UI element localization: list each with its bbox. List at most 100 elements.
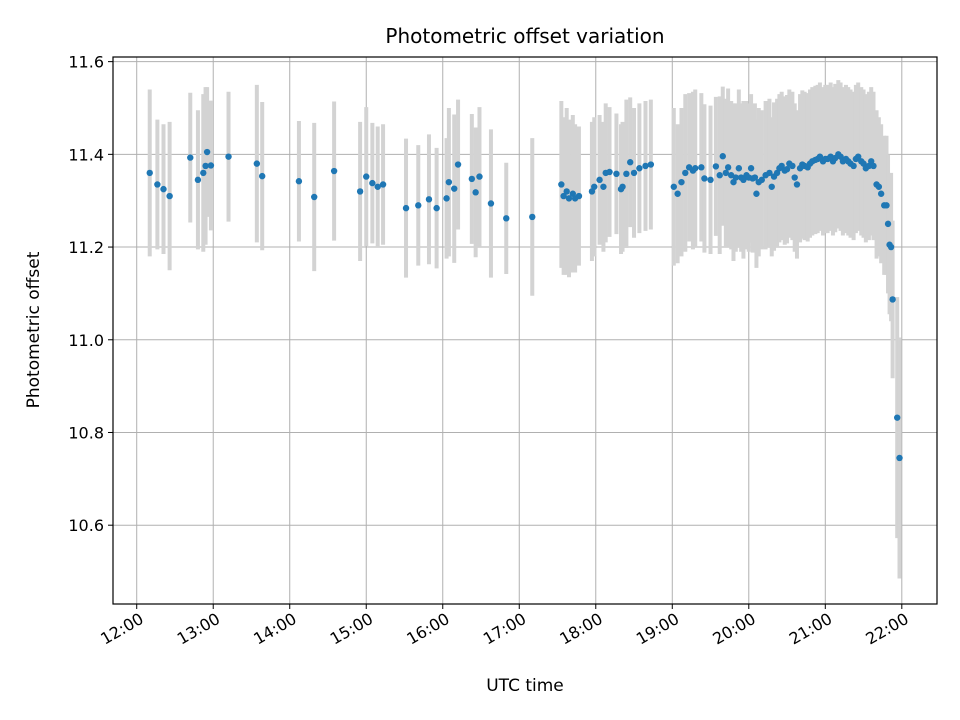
data-point (870, 162, 877, 170)
x-tick-label: 19:00 (633, 609, 682, 649)
data-point (758, 176, 765, 184)
x-tick-label: 12:00 (97, 609, 146, 649)
data-point (682, 169, 689, 177)
data-point (160, 185, 167, 193)
data-point (626, 159, 634, 166)
y-tick-label: 11.2 (68, 238, 104, 257)
data-point (707, 176, 714, 184)
data-point (793, 181, 801, 188)
x-tick-label: 13:00 (174, 609, 223, 649)
data-point (889, 296, 896, 303)
data-point (203, 148, 211, 156)
data-point (146, 169, 153, 177)
data-point (565, 195, 573, 202)
data-point (778, 162, 785, 170)
data-point (642, 162, 649, 170)
data-point (701, 175, 708, 182)
data-point (896, 454, 903, 462)
data-point (850, 162, 857, 170)
data-point (894, 414, 901, 421)
data-point (200, 169, 207, 177)
data-point (591, 183, 598, 190)
data-point (884, 220, 892, 228)
data-point (258, 172, 266, 180)
data-point (606, 168, 613, 176)
data-point (433, 204, 440, 212)
data-point (877, 190, 885, 197)
data-point (295, 178, 303, 185)
y-tick-label: 10.8 (68, 423, 104, 442)
data-point (154, 181, 161, 188)
data-point (207, 162, 215, 169)
data-point (883, 202, 890, 209)
data-point (630, 169, 638, 177)
data-point (356, 188, 364, 195)
data-point (698, 164, 705, 171)
data-point (623, 170, 630, 178)
data-point (187, 154, 194, 161)
x-ticks: 12:00 13:00 14:00 15:00 16:00 17:00 18:00 19:00… (97, 604, 912, 649)
data-point (722, 169, 730, 177)
data-points (146, 148, 903, 462)
x-tick-label: 18:00 (556, 609, 605, 649)
data-point (791, 174, 798, 181)
x-tick-label: 22:00 (862, 609, 911, 649)
data-point (768, 183, 775, 190)
data-point (225, 153, 232, 160)
x-tick-label: 15:00 (327, 609, 376, 649)
x-axis-label: UTC time (486, 676, 564, 696)
data-point (560, 192, 567, 200)
x-tick-label: 20:00 (709, 609, 758, 649)
data-point (369, 179, 376, 187)
data-point (402, 204, 410, 212)
data-point (712, 163, 720, 170)
data-point (816, 153, 824, 160)
data-point (789, 162, 796, 170)
data-point (451, 185, 458, 192)
x-tick-label: 14:00 (250, 609, 299, 649)
chart-title: Photometric offset variation (385, 24, 664, 48)
data-point (476, 173, 483, 180)
data-point (678, 178, 685, 186)
data-point (468, 175, 476, 183)
data-point (529, 213, 536, 221)
data-point (596, 176, 603, 184)
x-tick-label: 17:00 (480, 609, 529, 649)
data-point (166, 192, 173, 200)
data-point (487, 200, 495, 207)
y-ticks: 10.6 10.8 11.0 11.2 11.4 11.6 (68, 53, 113, 535)
data-point (740, 176, 747, 184)
data-point (619, 183, 626, 190)
data-point (674, 190, 681, 197)
y-tick-label: 11.4 (68, 145, 104, 164)
data-point (503, 215, 510, 222)
data-point (194, 176, 202, 184)
data-point (766, 169, 773, 177)
data-point (887, 243, 895, 251)
data-point (202, 162, 209, 170)
data-point (454, 161, 462, 168)
data-point (753, 190, 760, 197)
data-point (670, 183, 678, 190)
data-point (647, 161, 655, 168)
data-point (330, 167, 338, 175)
data-point (724, 164, 732, 171)
data-point (253, 160, 261, 167)
data-point (751, 174, 759, 181)
plot-frame (112, 56, 938, 605)
data-point (747, 165, 755, 172)
data-point (425, 196, 433, 203)
data-point (613, 170, 620, 178)
data-point (374, 183, 381, 190)
x-tick-label: 21:00 (786, 609, 835, 649)
data-point (575, 192, 583, 200)
data-point (692, 165, 699, 172)
data-point (875, 183, 883, 190)
data-point (363, 173, 370, 180)
data-point (636, 165, 643, 172)
x-tick-label: 16:00 (403, 609, 452, 649)
data-point (719, 153, 726, 160)
data-point (563, 188, 570, 195)
data-point (732, 174, 739, 181)
